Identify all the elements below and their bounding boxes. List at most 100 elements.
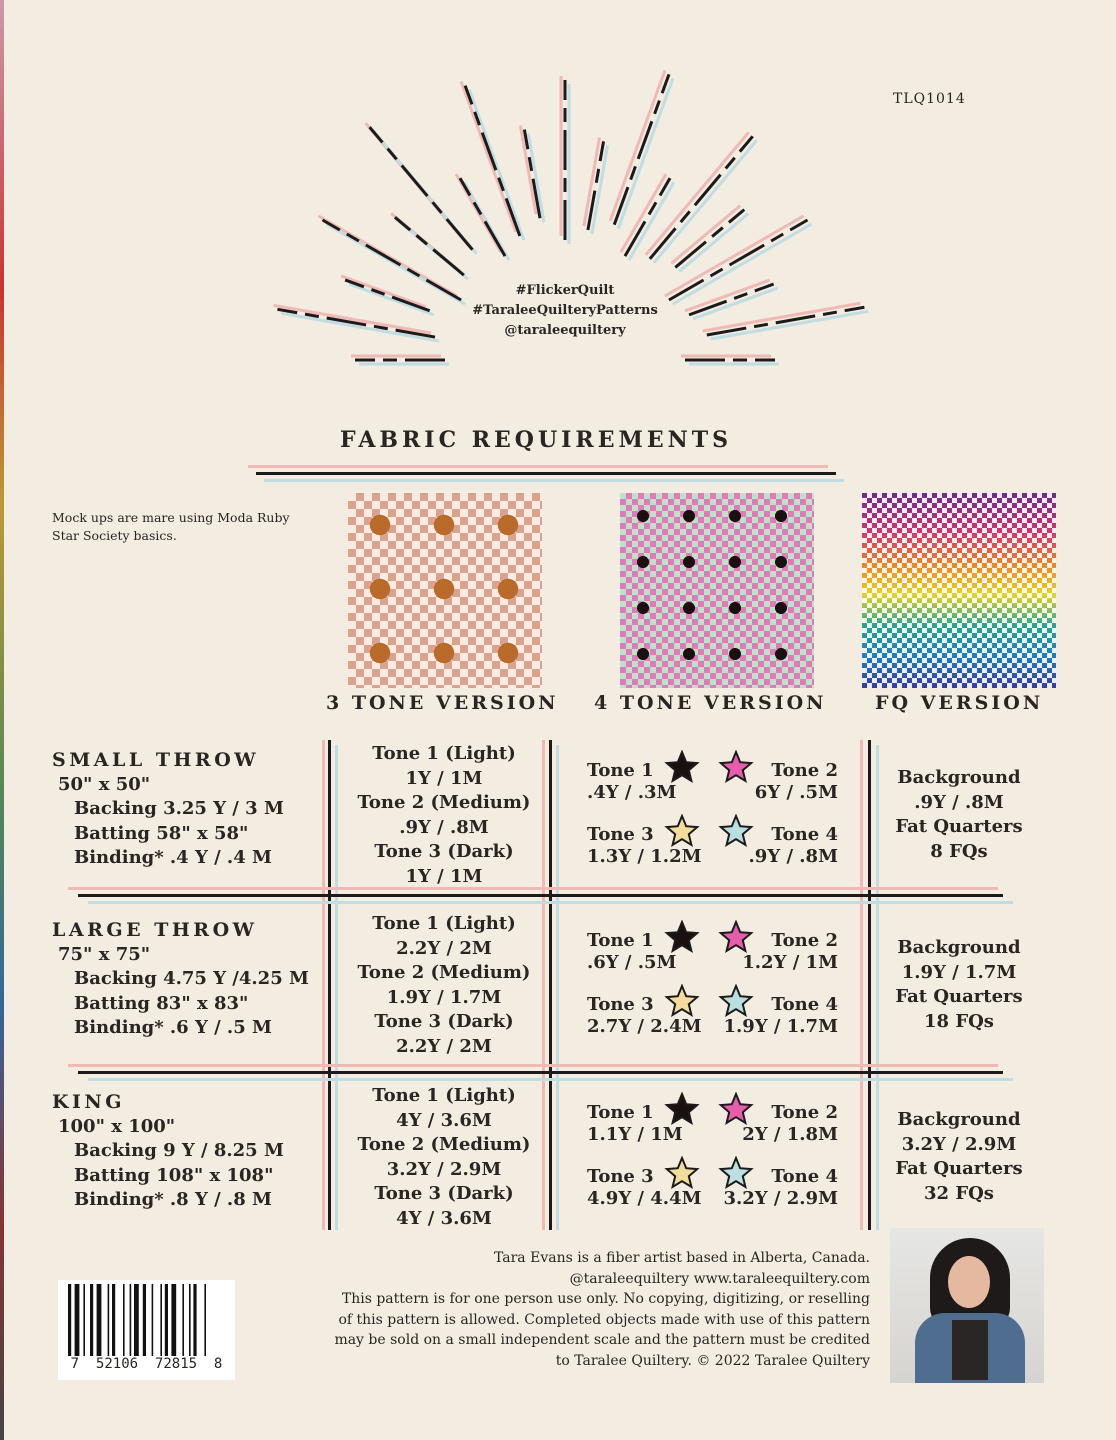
sun-ray <box>608 70 667 222</box>
barcode-bar <box>134 1284 139 1356</box>
grid-line <box>78 894 1003 897</box>
fq-label: Fat Quarters <box>895 1158 1023 1179</box>
version-label-3-tone: 3 TONE VERSION <box>326 692 559 714</box>
four-tone-1: Tone 1 .6Y / .5M <box>587 930 705 974</box>
title-rule-pink <box>248 465 828 468</box>
hashtag-flickerquilt: #FlickerQuilt <box>515 283 615 298</box>
sun-ray <box>684 278 771 313</box>
sun-ray <box>692 286 779 321</box>
star-tone-1-icon <box>664 920 700 954</box>
grid-line <box>328 740 331 1230</box>
sun-ray <box>644 131 750 256</box>
tone-amount: 4Y / 3.6M <box>396 1207 492 1229</box>
star-tone-1-icon <box>664 1092 700 1126</box>
bio-line: Tara Evans is a fiber artist based in Al… <box>494 1250 870 1266</box>
sun-ray <box>616 77 675 230</box>
product-code: TLQ1014 <box>893 91 966 107</box>
sun-ray <box>467 89 526 241</box>
hashtag-patterns: #TaraleeQuilteryPatterns <box>472 303 658 318</box>
sun-ray <box>664 214 805 298</box>
sun-ray <box>522 129 542 219</box>
fq-label: Fat Quarters <box>895 986 1023 1007</box>
binding-amount: Binding* .6 Y / .5 M <box>74 1017 272 1038</box>
three-tone-requirements-0: Tone 1 (Light) 1Y / 1M Tone 2 (Medium) .9Y … <box>334 742 554 889</box>
star-tone-2-icon <box>718 750 754 784</box>
tone-amount: 1Y / 1M <box>405 865 483 887</box>
tone-label: Tone 1 <box>587 930 654 951</box>
sun-ray <box>458 177 507 257</box>
sun-ray <box>678 212 750 273</box>
four-tone-4: Tone 4 .9Y / .8M <box>720 824 838 868</box>
sun-ray <box>706 305 865 337</box>
fq-amount: 1.9Y / 1.7M <box>901 961 1017 983</box>
sun-ray <box>368 126 474 251</box>
fq-amount: 3.2Y / 2.9M <box>901 1133 1017 1155</box>
grid-line <box>876 745 879 1230</box>
tone-label: Tone 1 <box>587 1102 654 1123</box>
sun-ray <box>668 218 809 302</box>
mockup-note: Mock ups are mare using Moda Ruby Star S… <box>52 510 290 543</box>
sun-ray <box>590 145 610 235</box>
tone-amount: 3.2Y / 2.9M <box>386 1158 502 1180</box>
three-tone-requirements-1: Tone 1 (Light) 2.2Y / 2M Tone 2 (Medium) 1.… <box>334 912 554 1059</box>
four-tone-3: Tone 3 4.9Y / 4.4M <box>587 1166 705 1210</box>
barcode-digits: 7 52106 72815 8 <box>70 1356 223 1372</box>
tone-label: Tone 3 (Dark) <box>374 841 514 862</box>
size-dimensions: 100" x 100" <box>58 1115 176 1137</box>
four-tone-4: Tone 4 3.2Y / 2.9M <box>720 1166 838 1210</box>
tone-amount: 2Y / 1.8M <box>742 1124 838 1145</box>
tone-amount: 1.3Y / 1.2M <box>587 846 702 867</box>
grid-line <box>68 1064 998 1067</box>
size-dimensions: 75" x 75" <box>58 943 151 965</box>
tone-label: Tone 4 <box>771 994 838 1015</box>
spine-edge <box>0 0 4 1440</box>
size-block-2: KING 100" x 100" Backing 9 Y / 8.25 M Ba… <box>52 1090 284 1213</box>
sun-ray <box>463 85 522 237</box>
sun-ray <box>321 218 462 302</box>
fq-label: Background <box>897 937 1021 958</box>
star-tone-4-icon <box>718 1156 754 1190</box>
fq-amount: 32 FQs <box>924 1182 994 1204</box>
sun-ray <box>619 173 668 253</box>
barcode-bar <box>107 1284 110 1356</box>
title-rule-black <box>256 472 836 475</box>
four-tone-1: Tone 1 .4Y / .3M <box>587 760 705 804</box>
tone-label: Tone 2 (Medium) <box>357 962 531 983</box>
sun-ray <box>344 278 431 313</box>
grid-line <box>88 1078 1013 1081</box>
barcode-bar <box>96 1284 102 1356</box>
tone-amount: .6Y / .5M <box>587 952 677 973</box>
bio-line: may be sold on a small independent scale… <box>334 1332 870 1348</box>
four-tone-2: Tone 2 6Y / .5M <box>720 760 838 804</box>
version-label-fq: FQ VERSION <box>875 692 1044 714</box>
fq-requirements-2: Background 3.2Y / 2.9M Fat Quarters 32 FQs <box>864 1108 1054 1206</box>
four-tone-2: Tone 2 1.2Y / 1M <box>720 930 838 974</box>
fq-amount: .9Y / .8M <box>914 791 1004 813</box>
sun-ray <box>612 73 671 226</box>
tone-amount: 4Y / 3.6M <box>396 1109 492 1131</box>
tone-label: Tone 4 <box>771 824 838 845</box>
fq-requirements-0: Background .9Y / .8M Fat Quarters 8 FQs <box>864 766 1054 864</box>
barcode-bar <box>193 1284 197 1356</box>
bio-line: to Taralee Quiltery. © 2022 Taralee Quil… <box>555 1352 870 1369</box>
tone-amount: .9Y / .8M <box>748 846 838 867</box>
fq-amount: 18 FQs <box>924 1010 994 1032</box>
barcode-bar <box>90 1284 94 1356</box>
grid-line <box>322 740 325 1230</box>
tone-amount: 1.1Y / 1M <box>587 1124 683 1145</box>
backing-amount: Backing 4.75 Y /4.25 M <box>74 968 309 989</box>
tone-amount: .4Y / .3M <box>587 782 677 803</box>
quilt-mockup-fq <box>862 493 1056 688</box>
star-tone-1-icon <box>664 750 700 784</box>
tone-label: Tone 2 <box>771 760 838 781</box>
sun-ray <box>518 125 538 215</box>
size-block-0: SMALL THROW 50" x 50" Backing 3.25 Y / 3… <box>52 748 284 871</box>
tone-amount: 3.2Y / 2.9M <box>723 1188 838 1209</box>
sun-ray <box>710 309 869 341</box>
star-tone-3-icon <box>664 984 700 1018</box>
four-tone-2: Tone 2 2Y / 1.8M <box>720 1102 838 1146</box>
barcode-bars <box>68 1284 206 1356</box>
size-dimensions: 50" x 50" <box>58 773 151 795</box>
tone-label: Tone 3 <box>587 1166 654 1187</box>
barcode-bar <box>123 1284 125 1356</box>
